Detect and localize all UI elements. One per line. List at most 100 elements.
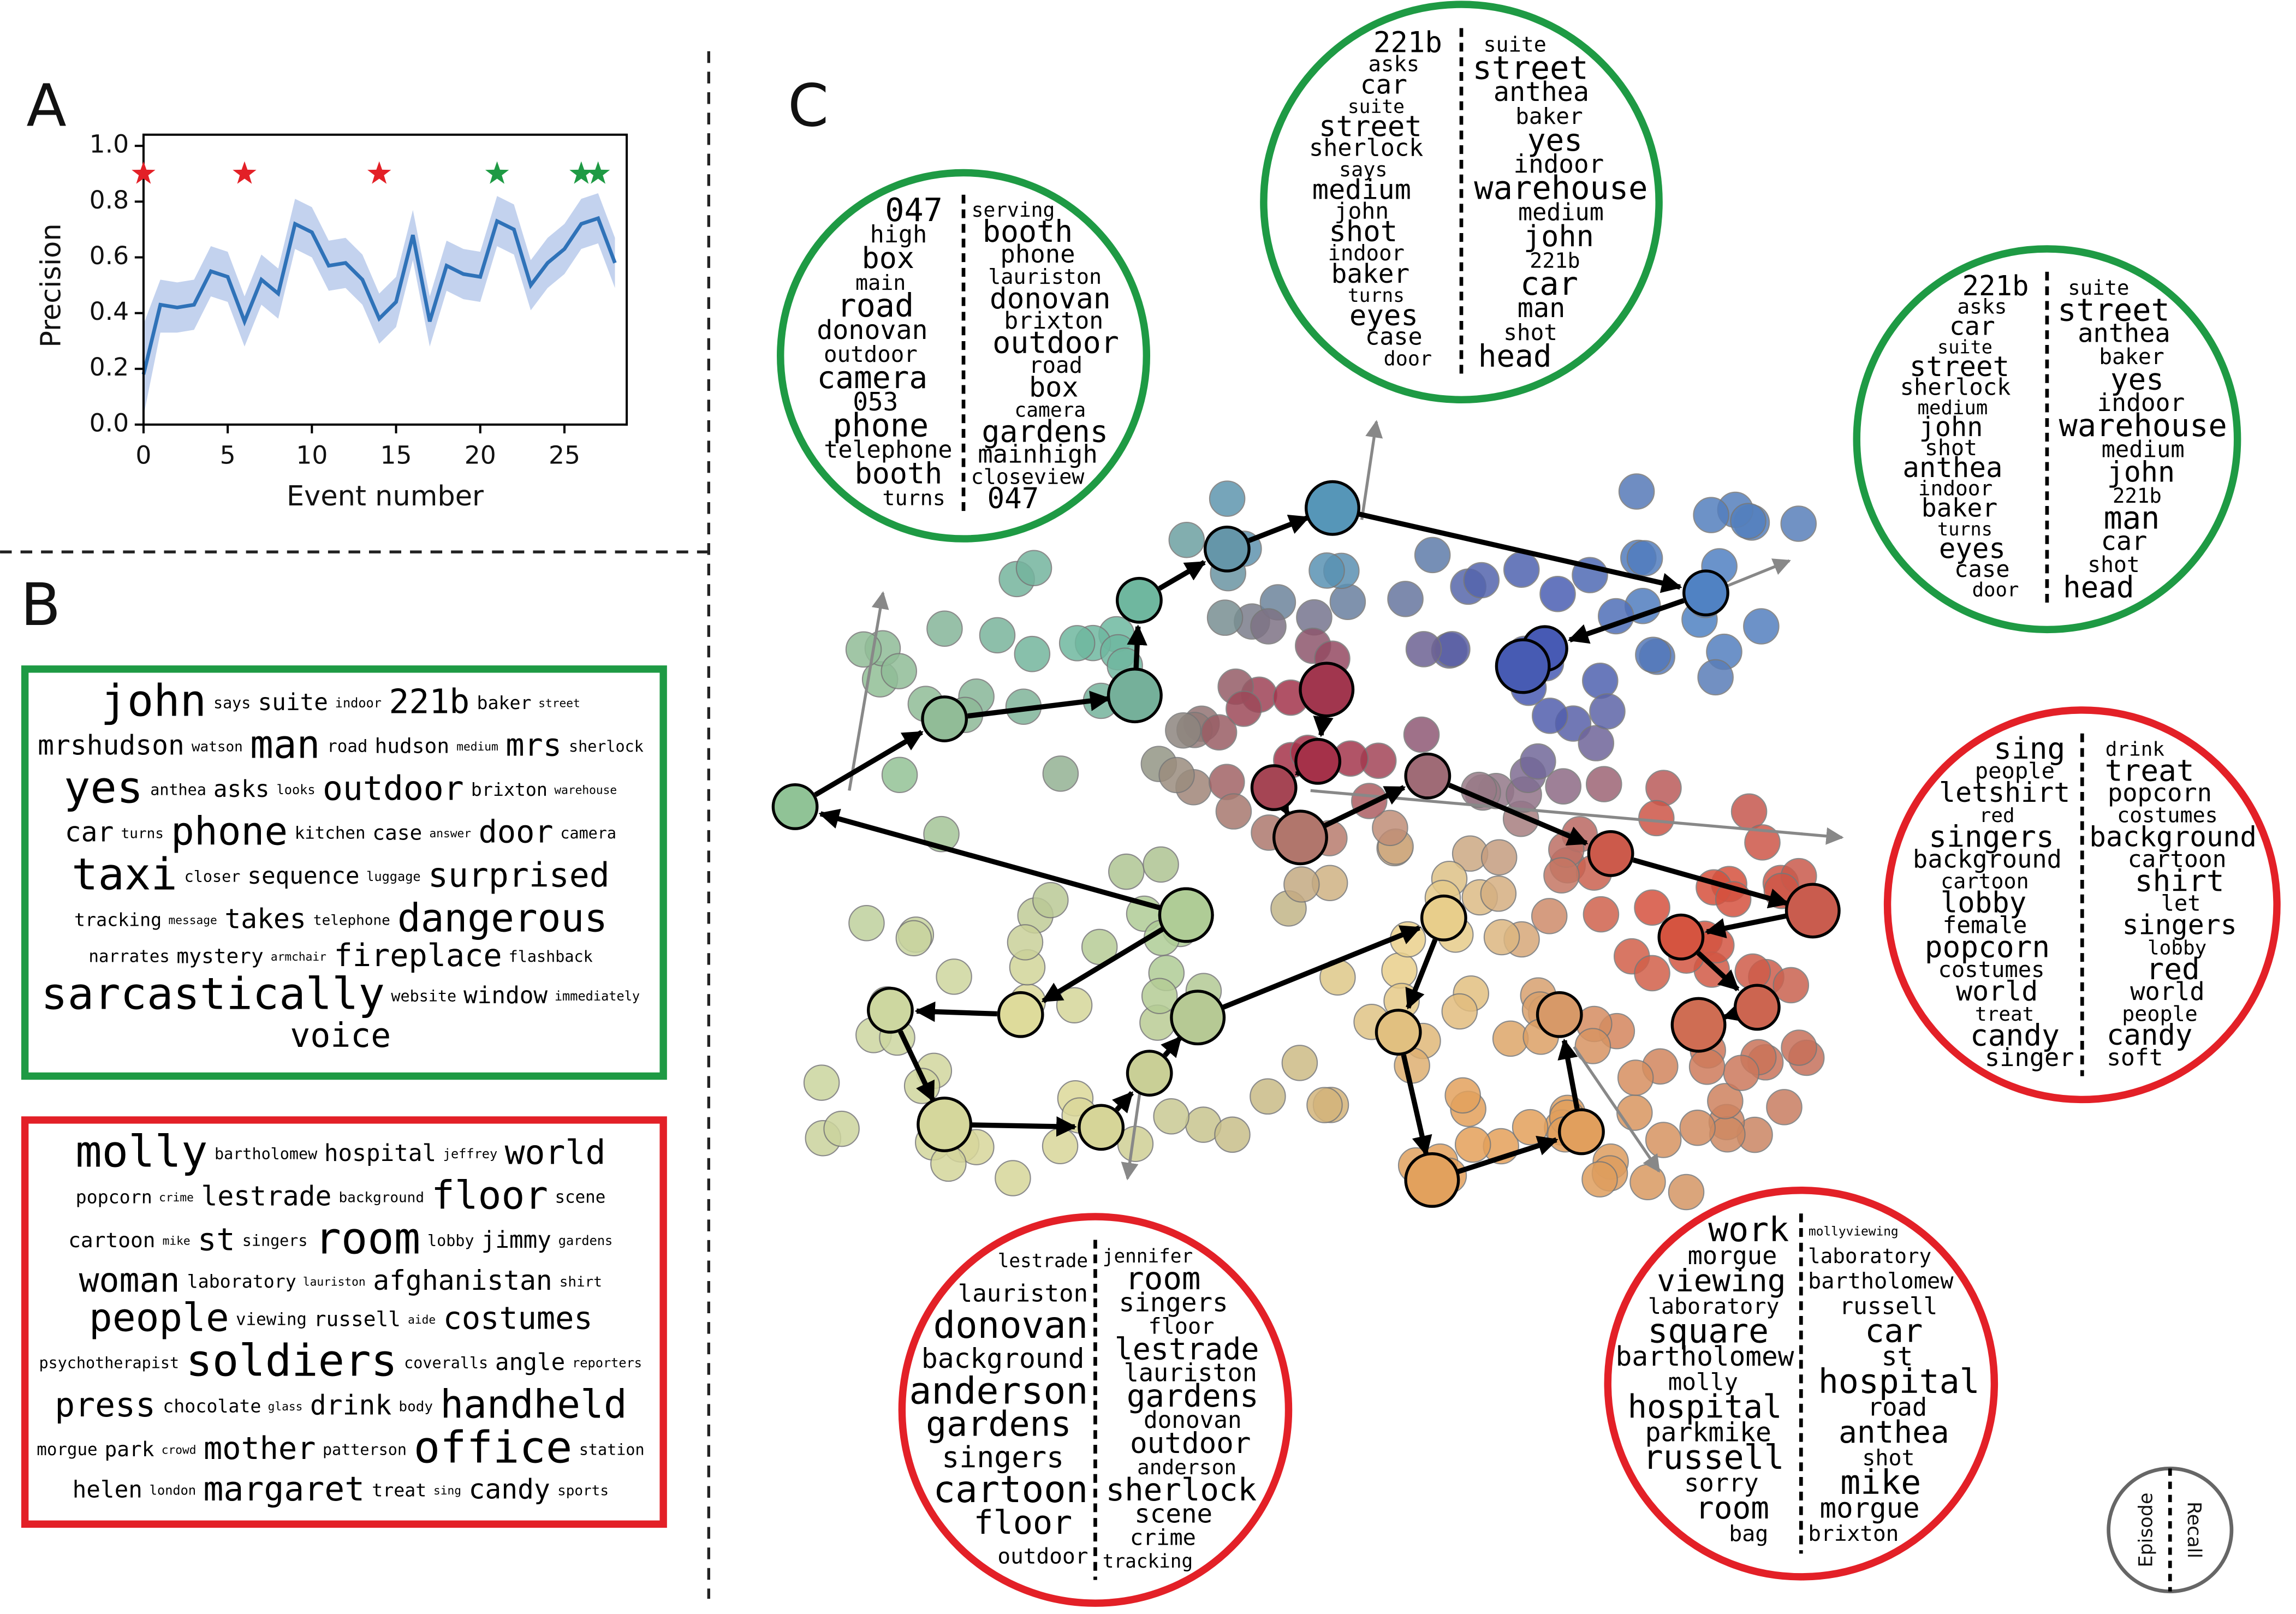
cloud-word: box <box>1029 371 1079 403</box>
event-node <box>1250 764 1298 812</box>
state-dot <box>1281 1045 1318 1081</box>
state-dot <box>1480 839 1518 876</box>
cloud-word: luggage <box>366 869 420 884</box>
trajectory-arrow <box>1557 1038 1580 1110</box>
cloud-word: car <box>2101 527 2148 557</box>
event-node <box>1078 1104 1125 1151</box>
cloud-word: box <box>862 241 914 275</box>
cloud-word: yes <box>1527 123 1583 158</box>
cloud-word: lobby <box>427 1232 474 1250</box>
cloud-word: baker <box>477 692 531 713</box>
cloud-word: shirt <box>2135 863 2224 898</box>
state-dot <box>1306 1087 1343 1123</box>
state-dot <box>1668 1174 1705 1211</box>
trajectory-arrow <box>914 1001 997 1022</box>
cloud-word: crime <box>159 1190 194 1204</box>
cloud-word: narrates <box>88 947 169 967</box>
cloud-word: shot <box>1329 215 1397 248</box>
state-dot <box>1403 716 1440 753</box>
state-dot <box>881 757 918 794</box>
event-node <box>1670 997 1727 1053</box>
cloud-word: treat <box>2105 753 2194 788</box>
state-dot <box>1679 1109 1716 1146</box>
trajectory-arrow <box>967 690 1111 719</box>
state-dot <box>803 1064 840 1101</box>
cloud-word: car <box>1520 265 1578 302</box>
state-dot <box>1634 955 1670 992</box>
word-cloud-circle <box>1260 1 1663 403</box>
cloud-word: voice <box>290 1016 391 1055</box>
cloud-word: bag <box>1729 1522 1768 1547</box>
event-node <box>1420 894 1467 942</box>
cloud-word: people <box>2122 1002 2198 1026</box>
cloud-word: singer <box>1985 1043 2074 1072</box>
cloud-word: indoor <box>2097 389 2185 417</box>
y-tick-label: 0.6 <box>90 241 129 270</box>
state-dot <box>1616 1094 1653 1131</box>
cloud-word: donovan <box>817 315 927 346</box>
cloud-word: taxi <box>72 849 177 900</box>
trajectory-arrow <box>1453 1135 1559 1176</box>
cloud-word: john <box>2107 456 2175 489</box>
state-dot <box>1108 853 1145 890</box>
state-dot <box>1168 521 1205 558</box>
trajectory-arrow <box>898 1030 936 1103</box>
state-dot <box>1042 755 1079 792</box>
state-dot <box>1441 993 1478 1030</box>
cloud-word: 221b <box>1530 249 1580 273</box>
cloud-word: woman <box>79 1261 180 1300</box>
pointer-arrow <box>1727 558 1791 587</box>
state-dot <box>1032 882 1069 919</box>
cloud-word: brixton <box>1004 307 1103 335</box>
key-label: Recall <box>2183 1502 2205 1558</box>
cloud-word: man <box>2104 501 2160 537</box>
cloud-word: phone <box>832 407 929 444</box>
cloud-word: costumes <box>1938 956 2044 982</box>
cloud-word: sports <box>557 1482 609 1499</box>
state-dot <box>926 610 963 647</box>
cloud-word: asks <box>213 776 270 803</box>
state-dot <box>1618 473 1655 510</box>
cloud-word: medium <box>456 740 498 753</box>
cloud-word: brixton <box>1808 1521 1899 1546</box>
cloud-word: floor <box>973 1504 1072 1542</box>
cloud-word: camera <box>817 360 927 396</box>
word-cloud-circle <box>1604 1187 1998 1581</box>
cloud-word: takes <box>224 903 306 935</box>
event-node <box>1558 1108 1605 1156</box>
state-dot <box>1007 924 1044 961</box>
cloud-word: cartoon <box>2128 845 2227 873</box>
cloud-word: background <box>338 1190 424 1206</box>
state-dot <box>1520 743 1556 780</box>
cloud-word: scene <box>555 1188 605 1207</box>
panel-label: C <box>788 72 829 140</box>
cloud-word: road <box>1029 352 1082 378</box>
state-dot <box>1056 987 1093 1023</box>
cloud-word: popcorn <box>76 1187 152 1208</box>
cloud-word: 221b <box>1962 270 2029 302</box>
cloud-word: world <box>505 1134 606 1172</box>
pointer-arrow <box>1573 1046 1661 1173</box>
x-tick-label: 5 <box>220 440 236 469</box>
state-dot <box>1730 793 1768 830</box>
state-dot <box>895 920 932 957</box>
cloud-word: room <box>314 1213 420 1264</box>
cloud-word: mystery <box>176 944 263 968</box>
trajectory-arrow <box>1248 515 1310 543</box>
word-cloud: molly bartholomew hospital jeffrey world popc… <box>37 1126 644 1509</box>
cloud-word: russell <box>1643 1438 1785 1477</box>
state-dot <box>881 653 917 689</box>
cloud-word: anthea <box>1902 451 2002 484</box>
word-cloud: 047highboxmainroaddonovanoutdoorcamera05… <box>817 192 1119 515</box>
event-node <box>1272 809 1328 866</box>
cloud-word: indoor <box>1514 150 1604 179</box>
event-node <box>1158 887 1214 943</box>
state-dot <box>1042 1128 1079 1164</box>
trajectory-arrow <box>1161 1035 1183 1058</box>
cloud-word: sing <box>1994 731 2065 766</box>
state-dot <box>1483 919 1520 956</box>
cloud-word: background <box>2089 821 2257 853</box>
state-dot <box>1414 537 1451 574</box>
star-marker <box>132 161 156 184</box>
cloud-word: armchair <box>271 950 326 963</box>
